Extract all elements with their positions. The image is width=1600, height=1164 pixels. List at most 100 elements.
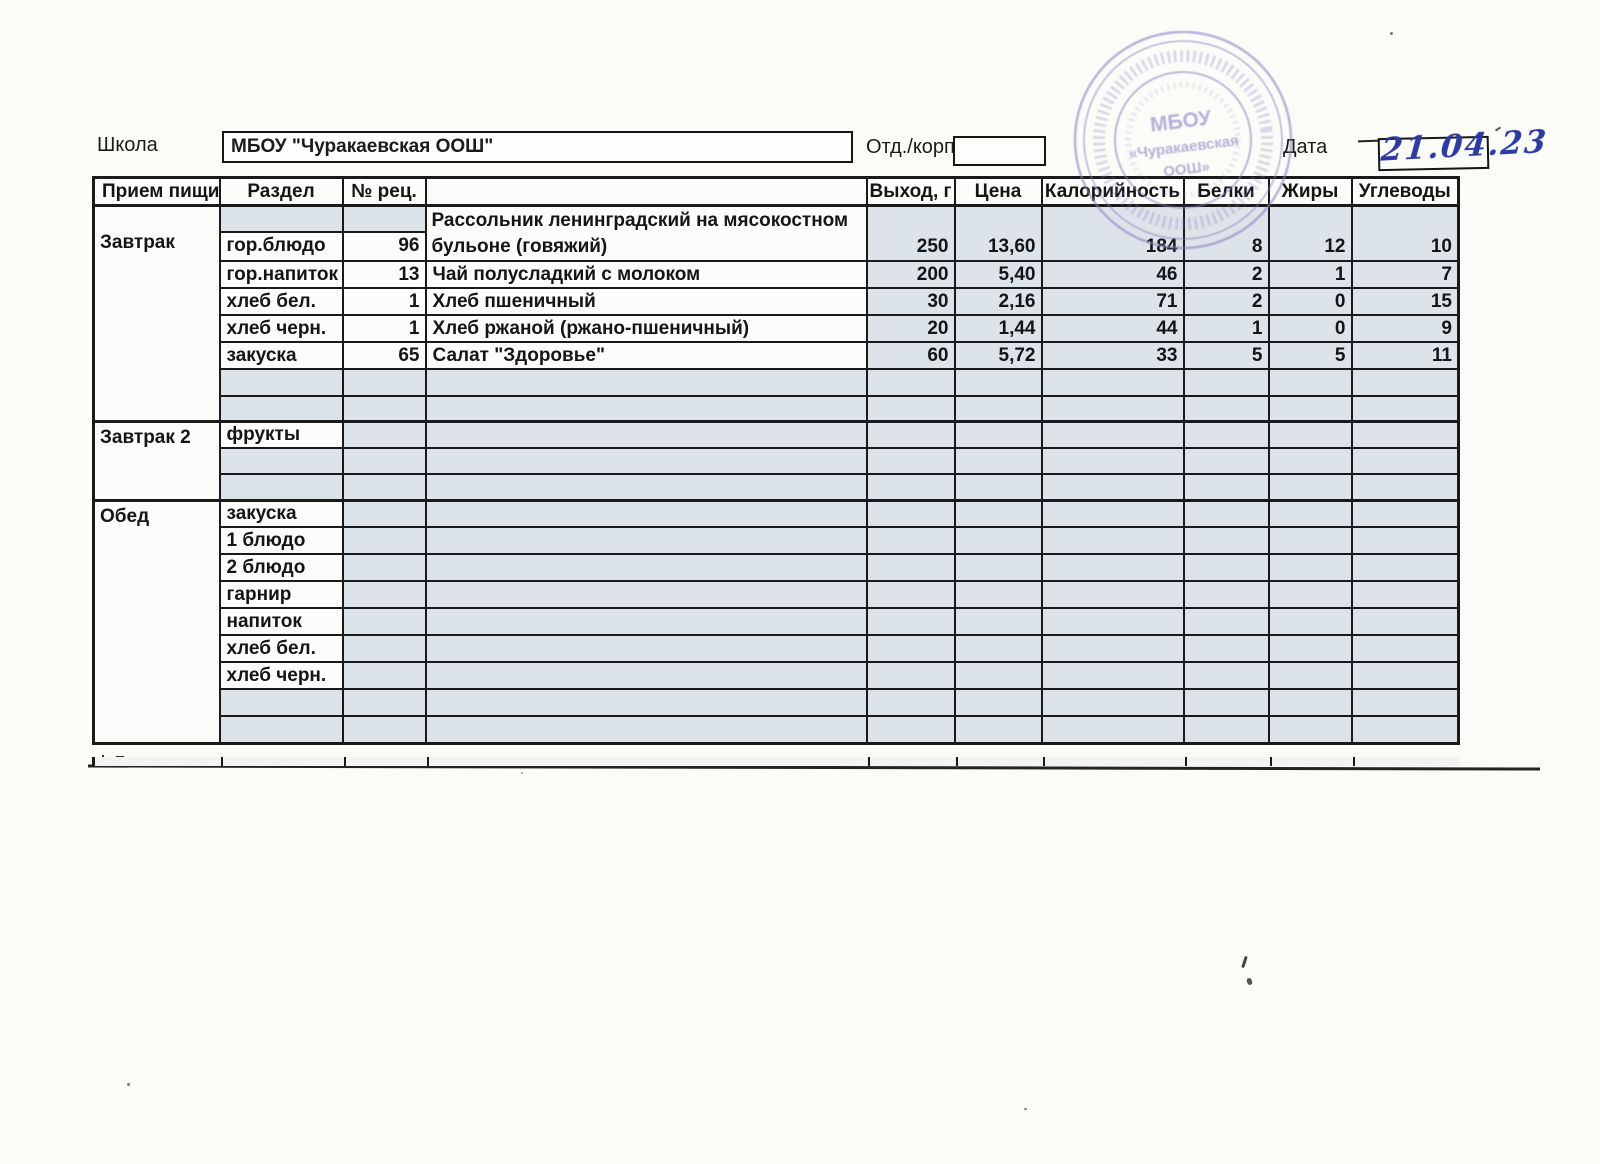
cell-cal <box>1040 634 1185 663</box>
cell-prot <box>1182 580 1270 609</box>
cell-fat: 0 <box>1267 314 1353 343</box>
cell-price <box>953 447 1043 475</box>
cell-carb <box>1350 634 1460 663</box>
cell-razdel: гарнир <box>218 580 344 609</box>
table-row: хлеб черн. 1 Хлеб ржаной (ржано-пшеничны… <box>94 314 1460 343</box>
col-header-cal: Калорийность <box>1040 176 1185 207</box>
cell-rec <box>341 553 427 582</box>
cell-prot <box>1182 715 1270 744</box>
cell-prot: 1 <box>1182 314 1270 343</box>
cell-rec <box>341 661 427 690</box>
cell-fat <box>1267 580 1353 609</box>
cell-out <box>865 580 956 609</box>
cell-carb <box>1350 715 1460 744</box>
date-handwritten: 21.04.23 <box>1379 123 1550 169</box>
cell-price <box>953 715 1043 744</box>
cell-razdel: хлеб бел. <box>218 287 344 316</box>
cell-rec <box>341 498 427 528</box>
cell-cal <box>1040 715 1185 744</box>
cell-rec <box>341 688 427 717</box>
cell-carb <box>1350 580 1460 609</box>
cell-razdel <box>218 715 344 744</box>
cell-rec: 96 <box>341 230 427 263</box>
cell-dish <box>424 634 868 663</box>
cell-rec <box>341 203 427 233</box>
dept-box <box>953 136 1046 166</box>
cell-out: 200 <box>865 260 956 289</box>
scan-line-fragment <box>1357 139 1381 143</box>
cell-rec: 13 <box>341 260 427 289</box>
cell-out <box>865 498 956 528</box>
cell-cal: 46 <box>1040 260 1185 289</box>
cell-out: 60 <box>865 341 956 370</box>
table-row: 1 блюдо <box>94 526 1460 555</box>
cell-fat <box>1267 553 1353 582</box>
cell-carb <box>1350 688 1460 717</box>
cell-rec: 1 <box>341 314 427 343</box>
scan-speck <box>1024 1108 1027 1110</box>
cell-price: 5,40 <box>953 260 1043 289</box>
cell-rec: 1 <box>341 287 427 316</box>
cell-fat <box>1267 473 1353 501</box>
cell-out: 30 <box>865 287 956 316</box>
cell-prot <box>1182 395 1270 422</box>
col-header-prot: Белки <box>1182 176 1270 207</box>
cell-price <box>953 553 1043 582</box>
cell-carb: 9 <box>1350 314 1460 343</box>
cell-out <box>865 419 956 449</box>
cell-out <box>865 607 956 636</box>
stamp-org-abbr: МБОУ <box>1149 106 1214 136</box>
cell-price <box>953 498 1043 528</box>
cell-razdel <box>218 395 344 422</box>
cell-cal <box>1040 419 1185 449</box>
dept-label: Отд./корп <box>866 136 955 158</box>
cell-razdel: хлеб бел. <box>218 634 344 663</box>
scan-speck <box>521 772 523 774</box>
cell-razdel: 1 блюдо <box>218 526 344 555</box>
cell-prot <box>1182 473 1270 501</box>
cell-razdel: хлеб черн. <box>218 314 344 343</box>
cell-carb: 15 <box>1350 287 1460 316</box>
partial-row-cutoff <box>92 757 1460 766</box>
cell-rec <box>341 368 427 397</box>
cell-cal <box>1040 553 1185 582</box>
cell-carb: 11 <box>1350 341 1460 370</box>
cell-fat <box>1267 634 1353 663</box>
table-row-empty <box>94 447 1460 475</box>
cell-fat <box>1267 419 1353 449</box>
cell-price <box>953 688 1043 717</box>
cell-carb <box>1350 447 1460 475</box>
cell-out <box>865 447 956 475</box>
cell-dish: Хлеб ржаной (ржано-пшеничный) <box>424 314 868 343</box>
cell-rec <box>341 634 427 663</box>
meal-cell: Обед <box>92 498 221 744</box>
cell-carb <box>1350 498 1460 528</box>
table-row-empty <box>94 395 1460 422</box>
cell-cal <box>1040 661 1185 690</box>
cell-prot <box>1182 688 1270 717</box>
cell-dish <box>424 715 868 744</box>
cell-cal <box>1040 498 1185 528</box>
cell-prot <box>1182 447 1270 475</box>
table-row: 2 блюдо <box>94 553 1460 582</box>
cell-prot <box>1182 661 1270 690</box>
school-name: МБОУ "Чуракаевская ООШ" <box>231 136 494 157</box>
cell-carb <box>1350 661 1460 690</box>
table-row: хлеб черн. <box>94 661 1460 690</box>
cell-prot <box>1182 634 1270 663</box>
cell-out <box>865 395 956 422</box>
cell-price <box>953 419 1043 449</box>
cell-dish <box>424 447 868 475</box>
table-row-empty <box>94 368 1460 397</box>
table-row-empty <box>94 715 1460 744</box>
table-row-empty <box>94 473 1460 501</box>
cell-carb: 10 <box>1350 204 1460 262</box>
col-header-rec: № рец. <box>341 176 427 207</box>
col-header-carb: Углеводы <box>1350 176 1460 207</box>
cell-out <box>865 473 956 501</box>
cell-cal: 184 <box>1040 204 1185 262</box>
cell-rec: 65 <box>341 341 427 370</box>
cell-dish <box>424 580 868 609</box>
table-row-empty <box>94 688 1460 717</box>
scan-speck <box>127 1083 130 1086</box>
